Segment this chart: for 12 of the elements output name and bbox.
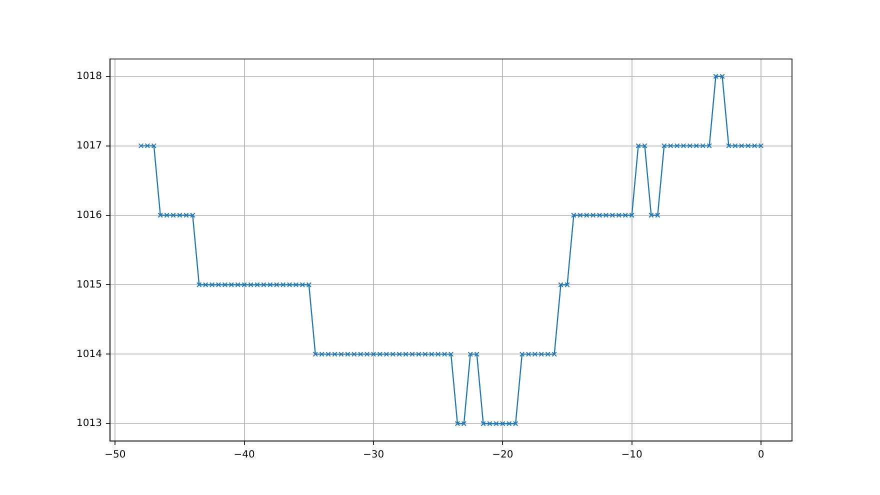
y-tick-label: 1016 [76,210,102,221]
x-tick-label: −40 [234,450,255,461]
y-tick-label: 1018 [76,70,102,82]
x-tick-label: −10 [621,450,642,461]
x-tick-label: −20 [492,450,514,461]
y-tick-label: 1013 [76,418,102,430]
y-tick-label: 1017 [76,140,102,152]
x-tick-label: 0 [758,450,764,461]
y-tick-label: 1015 [76,279,102,290]
x-tick-label: −30 [362,450,384,461]
x-tick-label: −50 [104,450,126,461]
y-tick-label: 1014 [76,348,102,360]
